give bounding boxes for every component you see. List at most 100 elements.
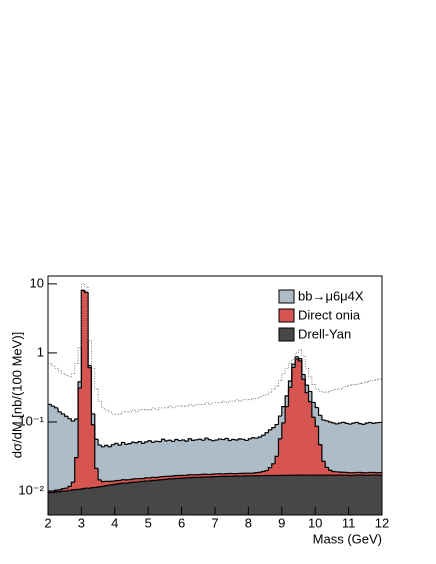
histogram-bar — [341, 472, 346, 476]
histogram-outline — [64, 413, 69, 417]
histogram-bar — [201, 440, 206, 475]
histogram-bar — [255, 438, 259, 473]
histogram-outline — [351, 422, 356, 425]
histogram-outline — [100, 444, 105, 448]
histogram-bar — [201, 477, 206, 515]
x-tick-label: 6 — [178, 515, 185, 530]
histogram-outline — [304, 374, 309, 386]
histogram-bar — [81, 290, 86, 489]
histogram-bar — [328, 475, 333, 515]
histogram-bar — [345, 472, 349, 476]
histogram-bar — [144, 441, 149, 478]
histogram-bar — [295, 475, 299, 515]
histogram-bar — [225, 438, 229, 474]
histogram-bar — [265, 470, 269, 476]
histogram-bar — [308, 475, 313, 515]
legend-swatch — [278, 308, 295, 323]
reference-step — [311, 376, 316, 385]
histogram-bar — [248, 475, 253, 515]
histogram-bar — [161, 476, 166, 480]
histogram-outline — [247, 438, 252, 441]
histogram-outline — [60, 490, 65, 492]
histogram-bar — [51, 406, 56, 492]
histogram-bar — [341, 475, 346, 515]
histogram-outline — [57, 407, 62, 413]
histogram-bar — [178, 475, 182, 479]
histogram-bar — [305, 475, 309, 515]
histogram-outline — [217, 438, 222, 441]
histogram-bar — [128, 443, 132, 480]
histogram-outline — [237, 438, 242, 440]
histogram-bar — [124, 444, 129, 480]
histogram-bar — [328, 470, 333, 476]
reference-step — [57, 368, 62, 372]
histogram-outline — [94, 413, 99, 440]
reference-step — [301, 350, 306, 357]
histogram-bar — [301, 475, 306, 515]
histogram-outline — [274, 455, 279, 464]
histogram-bar — [361, 424, 366, 473]
histogram-bar — [74, 457, 79, 490]
reference-step — [258, 396, 262, 399]
histogram-outline — [154, 440, 159, 443]
histogram-bar — [375, 422, 380, 473]
reference-step — [281, 373, 286, 381]
histogram-bar — [171, 476, 176, 479]
histogram-bar — [248, 438, 253, 474]
histogram-bar — [154, 477, 159, 481]
histogram-outline — [60, 411, 65, 415]
histogram-bar — [358, 474, 363, 515]
histogram-outline — [187, 438, 192, 442]
histogram-bar — [268, 475, 273, 515]
histogram-bar — [204, 438, 209, 475]
histogram-outline — [140, 441, 145, 444]
histogram-bar — [164, 440, 169, 477]
histogram-outline — [317, 426, 322, 446]
histogram-outline — [221, 438, 226, 441]
histogram-bar — [184, 475, 189, 478]
histogram-outline — [284, 395, 289, 407]
histogram-bar — [64, 491, 69, 515]
histogram-bar — [368, 475, 373, 515]
histogram-bar — [124, 483, 129, 515]
histogram-outline — [97, 439, 102, 446]
histogram-bar — [54, 491, 59, 515]
histogram-bar — [164, 479, 169, 515]
histogram-outline — [244, 439, 249, 442]
reference-step — [321, 391, 326, 393]
histogram-outline — [327, 467, 332, 471]
histogram-bar — [271, 427, 276, 464]
histogram-bar — [315, 407, 319, 427]
reference-step — [194, 403, 199, 407]
histogram-bar — [278, 416, 283, 439]
reference-step — [134, 409, 139, 413]
histogram-bar — [228, 476, 233, 515]
histogram-bar — [291, 475, 296, 515]
histogram-bar — [335, 471, 339, 476]
histogram-bar — [48, 492, 52, 515]
histogram-outline — [264, 432, 269, 436]
histogram-bar — [128, 479, 132, 483]
histogram-outline — [371, 422, 376, 424]
histogram-bar — [134, 482, 139, 515]
histogram-outline — [368, 421, 372, 424]
reference-step — [50, 363, 55, 367]
histogram-outline — [114, 442, 119, 445]
histogram-bar — [235, 439, 239, 474]
reference-step — [84, 283, 89, 288]
histogram-outline — [54, 406, 59, 409]
histogram-bar — [108, 481, 112, 486]
histogram-bar — [378, 472, 383, 476]
histogram-bar — [341, 422, 346, 473]
histogram-bar — [245, 473, 249, 476]
histogram-bar — [121, 479, 126, 484]
histogram-outline — [271, 427, 276, 430]
histogram-outline — [314, 417, 319, 427]
histogram-bar — [114, 480, 119, 485]
histogram-bar — [321, 475, 326, 515]
histogram-outline — [177, 439, 182, 442]
histogram-bar — [181, 439, 186, 476]
histogram-bar — [131, 479, 136, 483]
histogram-bar — [311, 402, 316, 418]
histogram-outline — [291, 363, 296, 382]
